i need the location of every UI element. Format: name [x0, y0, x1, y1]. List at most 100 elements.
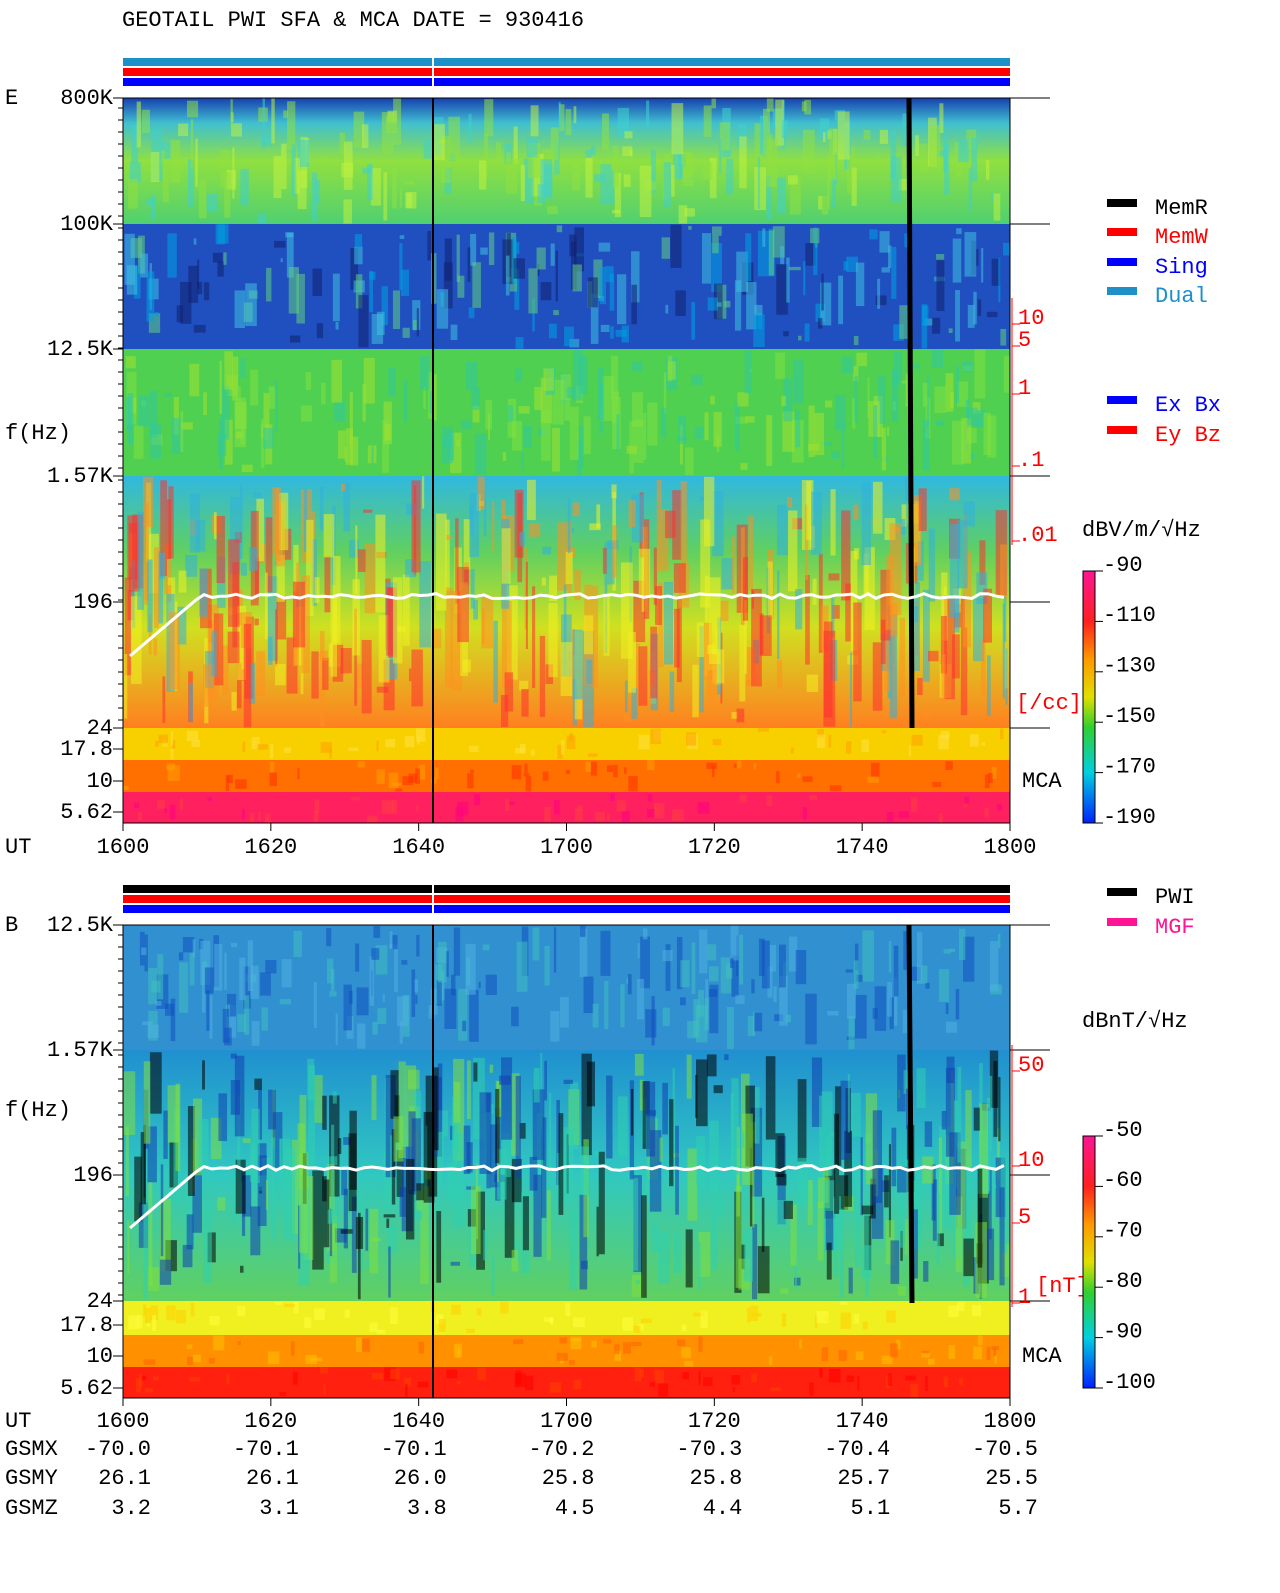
spectrogram-texture: [904, 1159, 910, 1193]
spectrogram-texture: [650, 150, 656, 193]
spectrogram-texture: [474, 794, 481, 806]
spectrogram-texture: [563, 1079, 573, 1084]
spectrogram-texture: [993, 193, 1001, 221]
spectrogram-texture: [390, 1307, 398, 1324]
spectrogram-texture: [679, 997, 686, 1006]
spectrogram-texture: [988, 773, 993, 783]
spectrogram-texture: [595, 811, 606, 821]
spectrogram-texture: [127, 178, 138, 209]
spectrogram-texture: [315, 179, 321, 204]
spectrogram-texture: [681, 1347, 691, 1359]
spectrogram-texture: [840, 1312, 851, 1330]
spectrogram-texture: [550, 1011, 560, 1042]
spectrogram-texture: [541, 409, 551, 461]
spectrogram-texture: [375, 514, 386, 613]
spectrogram-texture: [867, 776, 879, 783]
spectrogram-texture: [340, 1229, 353, 1234]
spectrogram-texture: [994, 1354, 997, 1364]
spectrogram-texture: [159, 1259, 172, 1285]
spectrogram-texture: [232, 356, 239, 401]
spectrogram-texture: [168, 486, 174, 559]
spectrogram-texture: [820, 441, 833, 446]
spectrogram-texture: [143, 1061, 151, 1144]
spectrogram-texture: [864, 547, 875, 631]
spectrogram-texture: [162, 740, 168, 747]
spectrogram-texture: [622, 1342, 632, 1354]
spectrogram-texture: [268, 1351, 280, 1365]
ut-tick-label: 1600: [97, 1409, 150, 1434]
spectrogram-texture: [617, 1096, 628, 1157]
spectrogram-texture: [237, 1305, 246, 1317]
spectrogram-texture: [382, 993, 385, 1003]
spectrogram-texture: [939, 103, 944, 133]
spectrogram-texture: [234, 1055, 245, 1137]
spectrogram-texture: [150, 390, 157, 438]
spectrogram-texture: [617, 107, 629, 138]
spectrogram-texture: [939, 812, 943, 823]
spectrogram-texture: [532, 927, 540, 961]
spectrogram-texture: [226, 170, 237, 190]
spectrogram-texture: [624, 767, 627, 774]
frequency-label: 800K: [60, 86, 114, 111]
spectrogram-texture: [787, 510, 798, 592]
spectrogram-texture: [254, 618, 259, 626]
spectrogram-texture: [886, 1310, 896, 1323]
spectrogram-texture: [818, 195, 823, 210]
spectrogram-texture: [571, 527, 574, 533]
orbit-value: -70.5: [972, 1437, 1038, 1462]
spectrogram-texture: [422, 476, 425, 509]
spectrogram-texture: [414, 979, 419, 993]
spectrogram-texture: [854, 375, 858, 423]
spectrogram-texture: [870, 762, 880, 778]
spectrogram-texture: [234, 290, 246, 329]
spectrogram-texture: [468, 113, 472, 144]
legend-label: MemR: [1155, 196, 1208, 221]
spectrogram-texture: [373, 926, 381, 938]
spectrogram-texture: [852, 398, 856, 429]
spectrogram-texture: [603, 1339, 612, 1344]
spectrogram-texture: [983, 588, 993, 643]
spectrogram-texture: [186, 730, 199, 741]
spectrogram-texture: [455, 518, 459, 604]
spectrogram-texture: [343, 984, 352, 1031]
spectrogram-texture: [402, 776, 413, 786]
spectrogram-texture: [291, 1139, 299, 1235]
orbit-value: 25.7: [837, 1466, 890, 1491]
spectrogram-texture: [662, 1082, 668, 1135]
spectrogram-texture: [525, 776, 532, 792]
orbit-value: 5.1: [851, 1496, 891, 1521]
spectrogram-texture: [629, 149, 633, 157]
spectrogram-texture: [837, 111, 850, 160]
spectrogram-texture: [275, 663, 286, 686]
spectrogram-texture: [631, 251, 640, 303]
spectrogram-texture: [213, 613, 224, 686]
spectrogram-texture: [572, 1317, 585, 1328]
spectrogram-texture: [311, 651, 319, 699]
spectrogram-texture: [279, 1391, 287, 1397]
spectrogram-texture: [875, 295, 887, 306]
spectrogram-texture: [981, 248, 984, 283]
spectrogram-texture: [520, 451, 524, 471]
spectrogram-texture: [952, 420, 964, 465]
spectrogram-texture: [180, 281, 192, 324]
spectrogram-texture: [886, 811, 894, 822]
spectrogram-texture: [698, 1336, 703, 1353]
spectrogram-texture: [131, 560, 136, 629]
spectrogram-texture: [934, 386, 947, 414]
ut-tick-label: 1620: [244, 1409, 297, 1434]
spectrogram-texture: [579, 925, 586, 937]
mode-bar: [123, 905, 1010, 913]
spectrogram-texture: [164, 543, 172, 594]
spectrogram-texture: [418, 1341, 424, 1354]
spectrogram-texture: [249, 546, 258, 571]
spectrogram-texture: [786, 1014, 792, 1023]
spectrogram-texture: [271, 1137, 276, 1239]
spectrogram-texture: [910, 797, 918, 812]
spectrogram-texture: [280, 258, 283, 263]
spectrogram-texture: [830, 489, 836, 556]
spectrogram-texture: [1003, 355, 1010, 393]
spectrogram-texture: [386, 1218, 390, 1228]
spectrogram-texture: [612, 145, 619, 188]
spectrogram-texture: [490, 1124, 500, 1188]
